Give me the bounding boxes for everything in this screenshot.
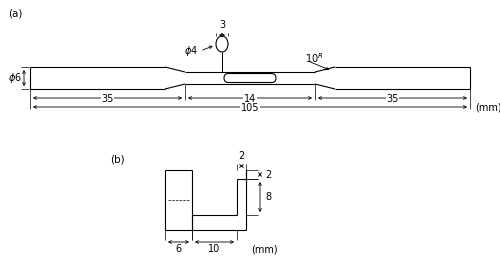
Text: 35: 35 [386,94,398,104]
Text: 6: 6 [176,244,182,254]
Text: 10: 10 [208,244,220,254]
Text: (b): (b) [110,155,124,165]
FancyBboxPatch shape [224,74,276,82]
Text: 8: 8 [265,192,271,202]
Text: 10$^R$: 10$^R$ [305,51,324,65]
Text: (a): (a) [8,8,22,18]
Text: 14: 14 [244,94,256,104]
Text: $\phi$6: $\phi$6 [8,71,22,85]
Text: 3: 3 [219,20,225,30]
Text: 2: 2 [238,151,244,161]
Text: $\phi$4: $\phi$4 [184,44,198,58]
Text: 35: 35 [102,94,114,104]
Text: 2: 2 [265,170,271,179]
Ellipse shape [216,36,228,52]
Text: (mm): (mm) [251,244,278,254]
Text: 105: 105 [241,103,259,113]
Text: (mm): (mm) [475,103,500,113]
